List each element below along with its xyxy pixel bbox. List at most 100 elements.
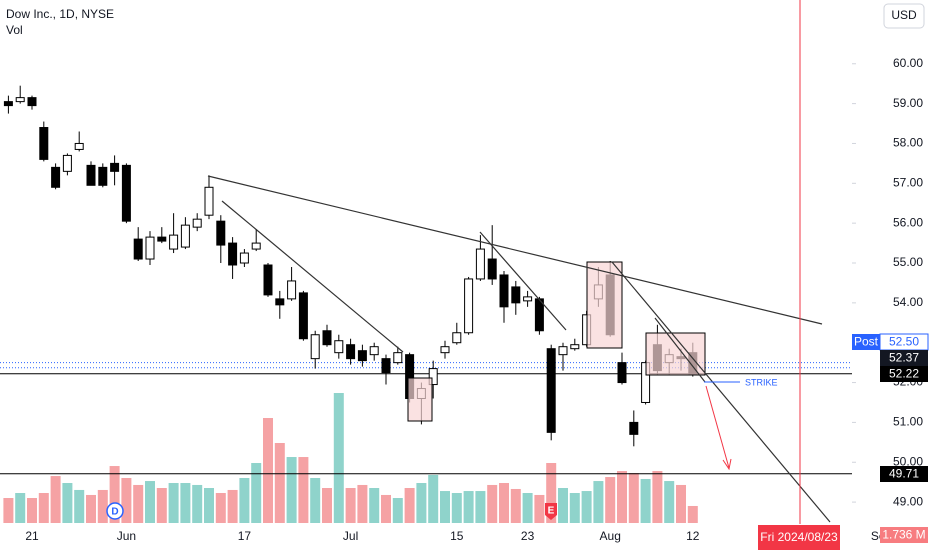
volume-bar xyxy=(534,494,545,523)
volume-bar xyxy=(145,481,155,523)
candle-body xyxy=(216,220,226,246)
candle-body xyxy=(3,101,13,107)
candle-body xyxy=(86,164,96,186)
volume-bar xyxy=(569,493,580,523)
volume-bar xyxy=(392,498,403,523)
volume-bar xyxy=(192,484,203,523)
highlight-box xyxy=(407,377,433,422)
trend-line xyxy=(479,231,567,331)
volume-bar xyxy=(628,473,639,523)
y-tick-label: 50.00 xyxy=(893,454,923,468)
volume-bar xyxy=(416,483,427,523)
volume-bar xyxy=(3,498,14,523)
candle-body xyxy=(334,340,344,354)
volume-bar xyxy=(263,418,273,523)
y-tick-label: 59.00 xyxy=(893,96,923,110)
x-tick-label: Jun xyxy=(117,529,136,543)
candle-body xyxy=(310,334,320,360)
volume-bar xyxy=(357,484,368,523)
volume-bar xyxy=(487,484,498,523)
volume-bar xyxy=(499,483,509,523)
candle-body xyxy=(251,242,261,250)
candle-body xyxy=(617,362,627,384)
y-tick-label: 55.00 xyxy=(893,255,923,269)
candle-body xyxy=(239,252,249,264)
candle-body xyxy=(381,358,391,374)
event-label[interactable]: E xyxy=(548,506,555,517)
price-axis xyxy=(852,0,932,550)
volume-bar xyxy=(109,466,120,523)
candle-body xyxy=(369,346,379,356)
volume-bar xyxy=(593,481,604,523)
event-label[interactable]: D xyxy=(111,507,118,518)
candle-body xyxy=(322,330,332,346)
candle-body xyxy=(98,166,108,186)
currency-button[interactable] xyxy=(883,3,925,29)
highlight-box xyxy=(645,332,706,376)
volume-bar xyxy=(687,505,698,523)
volume-bar xyxy=(440,491,450,523)
volume-bar xyxy=(652,471,663,523)
y-tick-label: 57.00 xyxy=(893,175,923,189)
crosshair-badge xyxy=(758,525,840,550)
candle-body xyxy=(287,280,297,300)
candle-body xyxy=(133,238,143,260)
y-tick-label: 58.00 xyxy=(893,136,923,150)
trend-line xyxy=(207,175,823,325)
candle-body xyxy=(452,332,462,344)
candle-body xyxy=(298,292,308,340)
volume-bar xyxy=(251,463,262,523)
price-badge xyxy=(880,350,928,366)
candle-body xyxy=(558,346,568,356)
x-tick-label: 23 xyxy=(521,529,535,543)
volume-bar xyxy=(227,489,238,523)
volume-bar xyxy=(62,483,73,523)
candle-body xyxy=(393,352,403,364)
y-tick-label: 56.00 xyxy=(893,215,923,229)
currency[interactable]: USD xyxy=(891,8,917,22)
volume-bar xyxy=(605,477,616,523)
candle-body xyxy=(51,166,61,188)
volume-bar xyxy=(676,484,686,523)
x-tick-label: 15 xyxy=(450,529,464,543)
volume-bar xyxy=(522,493,533,523)
volume-bar xyxy=(133,484,144,523)
post-name: Post xyxy=(854,335,879,349)
candle-body xyxy=(275,298,285,306)
x-tick-label: 21 xyxy=(25,529,39,543)
candle-body xyxy=(570,344,580,350)
volume-badge-label: 1.736 M xyxy=(882,528,925,542)
volume-bar xyxy=(97,489,108,523)
x-tick-label: Jul xyxy=(343,529,358,543)
candle-body xyxy=(110,162,120,172)
event-marker[interactable] xyxy=(106,502,124,520)
crosshair-label: Fri 2024/08/23 xyxy=(760,530,838,544)
volume-bar xyxy=(298,457,309,523)
price-badge xyxy=(880,366,928,382)
price-badge-label: 49.71 xyxy=(889,467,919,481)
volume-bar xyxy=(310,478,321,523)
x-tick-label: Aug xyxy=(600,529,621,543)
trend-line xyxy=(221,200,404,353)
volume-bar xyxy=(86,494,96,523)
annotation-label: STRIKE xyxy=(745,377,778,387)
price-badge-label: 52.37 xyxy=(889,351,919,365)
volume-bar xyxy=(581,491,592,523)
event-marker[interactable] xyxy=(545,503,557,520)
volume-bar xyxy=(463,491,474,523)
candle-body xyxy=(629,421,639,435)
candle-body xyxy=(475,248,485,280)
volume-bar xyxy=(239,478,250,523)
arrow xyxy=(705,385,730,469)
chart-title: Dow Inc., 1D, NYSE xyxy=(6,7,114,21)
volume-bar xyxy=(510,488,521,523)
volume-bar xyxy=(404,488,415,523)
volume-bar xyxy=(451,493,462,523)
candle-body xyxy=(428,368,438,386)
candle-body xyxy=(511,286,521,304)
volume-bar xyxy=(204,488,214,523)
highlight-box xyxy=(586,261,623,349)
volume-bar xyxy=(664,481,675,523)
